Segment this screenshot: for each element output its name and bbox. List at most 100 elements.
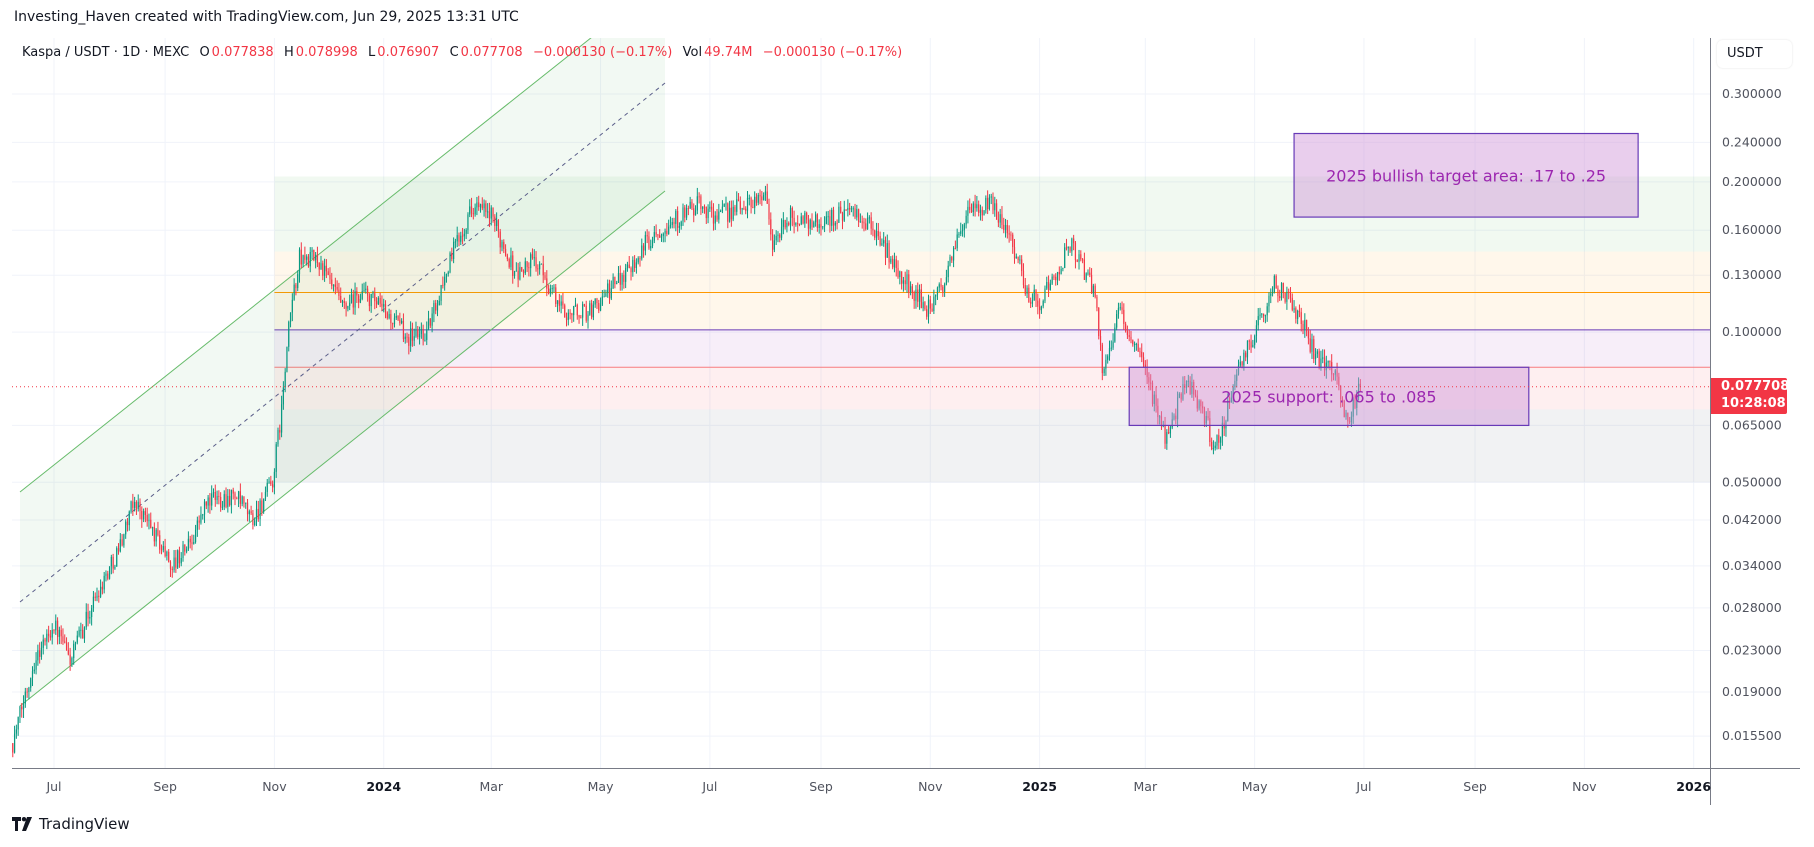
candle: [870, 212, 872, 235]
candle: [542, 255, 544, 284]
bullish-target-box[interactable]: [1293, 132, 1639, 218]
annotations[interactable]: 2025 bullish target area: .17 to .252025…: [1128, 132, 1639, 427]
candle: [936, 286, 939, 300]
candle-body: [374, 293, 376, 302]
candle-body: [153, 527, 155, 542]
candle-body: [1347, 412, 1349, 422]
candle-body: [134, 501, 136, 508]
candle: [1160, 411, 1163, 430]
candle-body: [617, 273, 620, 283]
candle-body: [365, 288, 367, 291]
candle-body: [280, 404, 283, 433]
candle-body: [323, 265, 326, 276]
candle: [983, 210, 985, 216]
candle: [1078, 249, 1080, 270]
candle-body: [221, 506, 224, 508]
candle-body: [942, 286, 944, 292]
candle-body: [1284, 292, 1286, 302]
candle: [782, 212, 784, 235]
candle-body: [1196, 395, 1198, 409]
candle: [1228, 396, 1231, 409]
candle: [1288, 288, 1290, 300]
candle: [1031, 293, 1034, 308]
candle: [987, 190, 989, 215]
candle-body: [137, 501, 139, 509]
candle-body: [660, 235, 663, 238]
candle-body: [209, 497, 211, 506]
price-axis[interactable]: 0.3000000.2400000.2000000.1600000.130000…: [1722, 86, 1782, 743]
candle-body: [1176, 397, 1179, 420]
candle-body: [325, 265, 327, 272]
candle: [60, 625, 62, 645]
candle-body: [720, 211, 722, 213]
candle: [89, 610, 91, 624]
candle: [1151, 380, 1154, 407]
support-box[interactable]: [1128, 366, 1530, 427]
candle-body: [143, 511, 145, 520]
candle: [12, 743, 14, 758]
candle: [1309, 330, 1311, 354]
parallel-channel[interactable]: [19, 0, 666, 707]
candle-body: [1021, 259, 1023, 271]
candle: [494, 214, 496, 232]
candle: [1046, 276, 1048, 290]
channel-median-line[interactable]: [19, 82, 666, 603]
candle: [307, 254, 310, 268]
symbol-name[interactable]: Kaspa / USDT · 1D · MEXC: [22, 45, 190, 60]
candle: [1259, 307, 1261, 320]
candle: [417, 326, 419, 340]
candle-body: [444, 276, 446, 286]
time-axis[interactable]: Jul Sep Nov 2024 Mar May Jul Sep Nov 2025 Mar May Ju…: [45, 779, 1711, 794]
candle: [268, 477, 270, 484]
candle-body: [804, 212, 806, 224]
candle: [646, 229, 648, 244]
lavender-zone: [274, 329, 1710, 368]
candle-body: [834, 222, 836, 226]
tradingview-logo[interactable]: TradingView: [12, 815, 130, 833]
candle-body: [1033, 289, 1035, 301]
candle-body: [616, 282, 618, 285]
candle: [56, 617, 59, 645]
candle: [682, 203, 684, 226]
change-value: −0.000130 (−0.17%): [532, 45, 673, 60]
candle-body: [669, 224, 672, 227]
candle: [291, 293, 293, 322]
candle: [1239, 355, 1241, 368]
candle: [313, 249, 315, 262]
candle-body: [105, 573, 107, 576]
candle-body: [978, 204, 980, 213]
candle-body: [970, 209, 973, 213]
candle: [1279, 289, 1281, 302]
candle: [664, 228, 666, 243]
candle-body: [659, 234, 661, 238]
candle: [397, 315, 399, 321]
candle-body: [689, 201, 691, 209]
candle-body: [850, 208, 853, 210]
channel-lower-line[interactable]: [19, 190, 666, 707]
candle: [678, 222, 681, 233]
candle: [766, 183, 768, 204]
candle: [1184, 375, 1186, 395]
candle: [341, 299, 344, 307]
candle-body: [132, 501, 134, 508]
candle-body: [196, 520, 198, 530]
currency-button[interactable]: USDT: [1717, 40, 1792, 68]
candle: [1098, 307, 1100, 340]
candle-body: [202, 514, 204, 516]
channel-upper-line[interactable]: [19, 0, 665, 493]
candle: [843, 200, 845, 222]
candle-body: [30, 677, 32, 688]
candle: [736, 191, 738, 216]
candle: [1268, 292, 1270, 313]
candle-body: [1277, 288, 1279, 297]
candle: [1293, 300, 1295, 313]
candle-body: [908, 274, 910, 293]
candle-body: [933, 296, 935, 311]
candle-body: [463, 233, 465, 237]
candle: [1071, 237, 1073, 256]
candle: [564, 303, 566, 318]
candle-body: [1219, 437, 1222, 443]
close-label: C: [449, 45, 459, 60]
candle-body: [768, 203, 770, 220]
